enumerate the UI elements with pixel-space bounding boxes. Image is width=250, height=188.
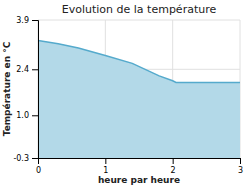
tick-label: -0.3 [13,154,29,163]
tick-label: 3.9 [16,16,29,25]
tick: 3 [238,158,243,175]
tick-mark [105,158,106,164]
y-axis: -0.3 1.0 2.4 3.9 [13,16,38,163]
tick-label: 3 [238,166,243,175]
tick: 2 [171,158,176,175]
tick-mark [32,115,38,116]
tick: 1 [103,158,108,175]
tick: 3.9 [16,16,38,25]
chart: 0 1 2 3 -0.3 1.0 2.4 3.9 Evolution de la tempéra… [0,0,250,188]
grid [38,20,240,158]
plot-area: 0 1 2 3 -0.3 1.0 2.4 3.9 [13,16,243,175]
tick-label: 0 [36,166,41,175]
x-axis-title: heure par heure [98,175,180,185]
tick: 0 [36,158,41,175]
line [38,40,240,82]
tick-label: 2.4 [16,65,29,74]
grid-line-y [38,20,240,21]
axis-line [32,21,39,159]
axis-line [39,159,241,165]
x-axis: 0 1 2 3 [36,158,243,175]
area [38,40,240,158]
tick-label: 1 [103,166,108,175]
tick: 1.0 [16,111,38,120]
tick: 2.4 [16,65,38,74]
title: Evolution de la température [62,3,217,16]
tick-label: 1.0 [16,111,29,120]
tick-mark [240,158,241,164]
tick-mark [32,158,38,159]
tick: -0.3 [13,154,38,163]
tick-mark [173,158,174,164]
tick-label: 2 [171,166,176,175]
marks [38,40,240,158]
y-axis-title: Température en °C [2,41,12,136]
tick-mark [32,69,38,70]
tick-mark [32,20,38,21]
